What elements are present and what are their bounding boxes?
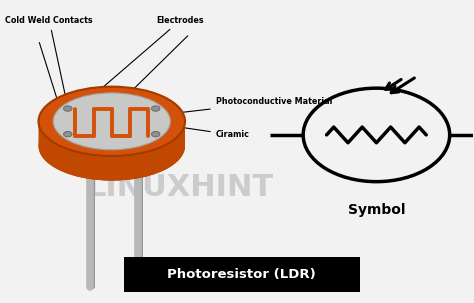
Text: Photoresistor (LDR): Photoresistor (LDR) bbox=[167, 268, 316, 281]
Circle shape bbox=[64, 106, 72, 111]
Ellipse shape bbox=[53, 93, 170, 150]
Text: Electrodes: Electrodes bbox=[100, 16, 204, 90]
Circle shape bbox=[152, 132, 160, 137]
Circle shape bbox=[64, 132, 72, 137]
Circle shape bbox=[152, 106, 160, 111]
Ellipse shape bbox=[38, 87, 185, 156]
FancyBboxPatch shape bbox=[124, 257, 360, 292]
Text: LINUXHINT: LINUXHINT bbox=[87, 173, 274, 202]
Text: Ciramic: Ciramic bbox=[163, 125, 250, 139]
Text: Symbol: Symbol bbox=[347, 203, 405, 217]
Text: Photoconductive Material: Photoconductive Material bbox=[144, 97, 332, 117]
Ellipse shape bbox=[38, 111, 185, 181]
Polygon shape bbox=[38, 121, 185, 181]
Text: Cold Weld Contacts: Cold Weld Contacts bbox=[5, 16, 93, 105]
